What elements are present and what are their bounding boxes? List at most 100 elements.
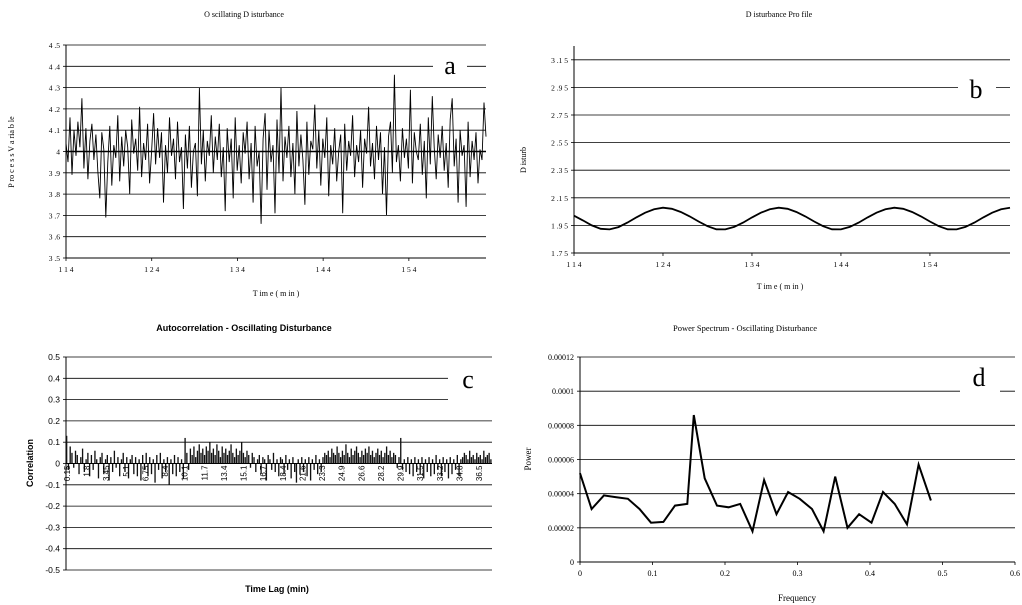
panel-c-bar <box>67 463 70 470</box>
panel-c-bar <box>235 448 238 464</box>
panel-c-ytick-label: 0.4 <box>48 373 60 383</box>
panel-a-xlabel: T im e ( m in ) <box>253 289 300 298</box>
panel-d-ytick-label: 0 <box>570 558 574 567</box>
panel-c-bar <box>127 463 130 479</box>
panel-c-xtick-label: 13.4 <box>220 465 229 481</box>
panel-d-xtick-label: 0.5 <box>938 569 948 578</box>
panel-c-bar <box>285 454 287 464</box>
panel-d-ytick-label: 0.00008 <box>548 421 574 430</box>
panel-c-bar <box>246 450 248 464</box>
panel-c-bar <box>378 454 381 464</box>
panel-c-bar <box>230 444 232 464</box>
panel-c-bar <box>232 452 234 464</box>
panel-c-bar <box>196 450 199 464</box>
panel-c-bar <box>311 459 314 464</box>
panel-b-xtick-label: 1 5 4 <box>922 260 937 269</box>
panel-c-bar <box>267 454 269 464</box>
panel-c-bar <box>163 459 165 464</box>
panel-a-xtick-label: 1 1 4 <box>59 265 74 274</box>
panel-c-bar <box>435 454 437 464</box>
panel-d-xtick-label: 0.3 <box>793 569 803 578</box>
panel-c-bar <box>368 446 370 464</box>
panel-c-bar <box>159 452 162 464</box>
panel-c-bar <box>354 450 356 464</box>
panel-c-bar <box>149 457 151 464</box>
panel-c-xtick-label: 24.9 <box>338 465 347 481</box>
panel-c-ytick-label: 0.3 <box>48 395 60 405</box>
panel-a-series-line <box>65 74 487 224</box>
panel-c-bar <box>136 463 139 477</box>
panel-c-bar <box>389 450 391 464</box>
panel-c-bar <box>467 459 469 464</box>
panel-c-bar <box>274 463 276 473</box>
panel-a-ytick-label: 3 .7 <box>49 211 61 220</box>
panel-a-ytick-label: 4 .4 <box>49 62 61 71</box>
panel-c-bar <box>309 463 312 481</box>
panel-c-xtick-label: 3.45 <box>102 465 111 481</box>
panel-c-bar <box>401 463 404 470</box>
panel-c-bars <box>66 435 492 485</box>
panel-c-bar <box>129 459 131 464</box>
panel-c-bar <box>461 457 464 464</box>
panel-c-bar <box>212 448 215 464</box>
panel-c-xtick-label: 21.6 <box>298 465 307 481</box>
panel-c-bar <box>85 459 87 464</box>
panel-c-bar <box>237 454 239 464</box>
panel-c-bar <box>241 442 243 464</box>
panel-c-bar <box>430 463 432 477</box>
panel-c-bar <box>377 448 379 464</box>
panel-c-bar <box>142 454 144 464</box>
panel-b-x-ticks: 1 1 4 1 2 4 1 3 4 1 4 4 1 5 4 <box>567 253 938 269</box>
panel-c-bar <box>412 463 414 477</box>
panel-c-bar <box>94 450 96 464</box>
panel-c-bar <box>87 452 89 464</box>
panel-c-xtick-label: 6.75 <box>142 465 151 481</box>
panel-d-ylabel: Power <box>523 448 533 471</box>
panel-c-bar <box>161 463 163 479</box>
panel-c-bar <box>483 450 485 464</box>
panel-c-bar <box>120 459 123 464</box>
panel-b-ytick-label: 2 .1 5 <box>551 194 568 203</box>
panel-c-bar <box>414 457 416 464</box>
panel-c-bar <box>150 463 153 475</box>
panel-c-bar <box>341 450 344 464</box>
panel-c-bar <box>371 450 374 464</box>
panel-c-bar <box>347 452 349 464</box>
panel-c-bar <box>253 457 255 464</box>
panel-c-xtick-label: 1.8 <box>83 465 92 477</box>
panel-c-bar <box>248 454 250 464</box>
panel-c-bar <box>203 454 206 464</box>
panel-c-xtick-label: 31.5 <box>416 465 425 481</box>
panel-c-bar <box>350 448 352 464</box>
panel-c-bar <box>140 463 142 481</box>
panel-b-ytick-label: 2 .7 5 <box>551 111 568 120</box>
panel-c-bar <box>122 452 124 464</box>
panel-a-ytick-label: 4 <box>56 148 60 157</box>
panel-c-bar <box>421 457 423 464</box>
panel-c-bar <box>260 463 262 475</box>
panel-c-bar <box>152 459 154 464</box>
panel-c-ytick-label: 0 <box>55 459 60 469</box>
panel-c-bar <box>325 454 328 464</box>
panel-c-xtick-label: 16.7 <box>259 465 268 481</box>
panel-c-bar <box>189 448 192 464</box>
panel-b-ylabel: D isturb <box>519 147 528 173</box>
panel-c-bar <box>295 463 298 483</box>
panel-c-bar <box>145 452 147 464</box>
panel-c-bar <box>442 457 444 464</box>
panel-c-bar <box>339 457 342 464</box>
panel-c-xtick-label: 18.4 <box>279 465 288 481</box>
panel-c-bar <box>398 457 400 464</box>
panel-c-bar <box>382 457 384 464</box>
panel-c-xtick-label: 26.6 <box>357 465 366 481</box>
panel-b-ytick-label: 3 .1 5 <box>551 56 568 65</box>
panel-c-bar <box>214 454 216 464</box>
panel-c-xtick-label: 34.8 <box>455 465 464 481</box>
panel-c-bar <box>449 457 451 464</box>
panel-c-bar <box>352 454 354 464</box>
panel-c-bar <box>78 463 80 475</box>
panel-c-bar <box>359 457 361 464</box>
panel-c-bar <box>249 463 252 468</box>
panel-c-bar <box>294 463 296 473</box>
panel-c-bar <box>168 463 170 485</box>
